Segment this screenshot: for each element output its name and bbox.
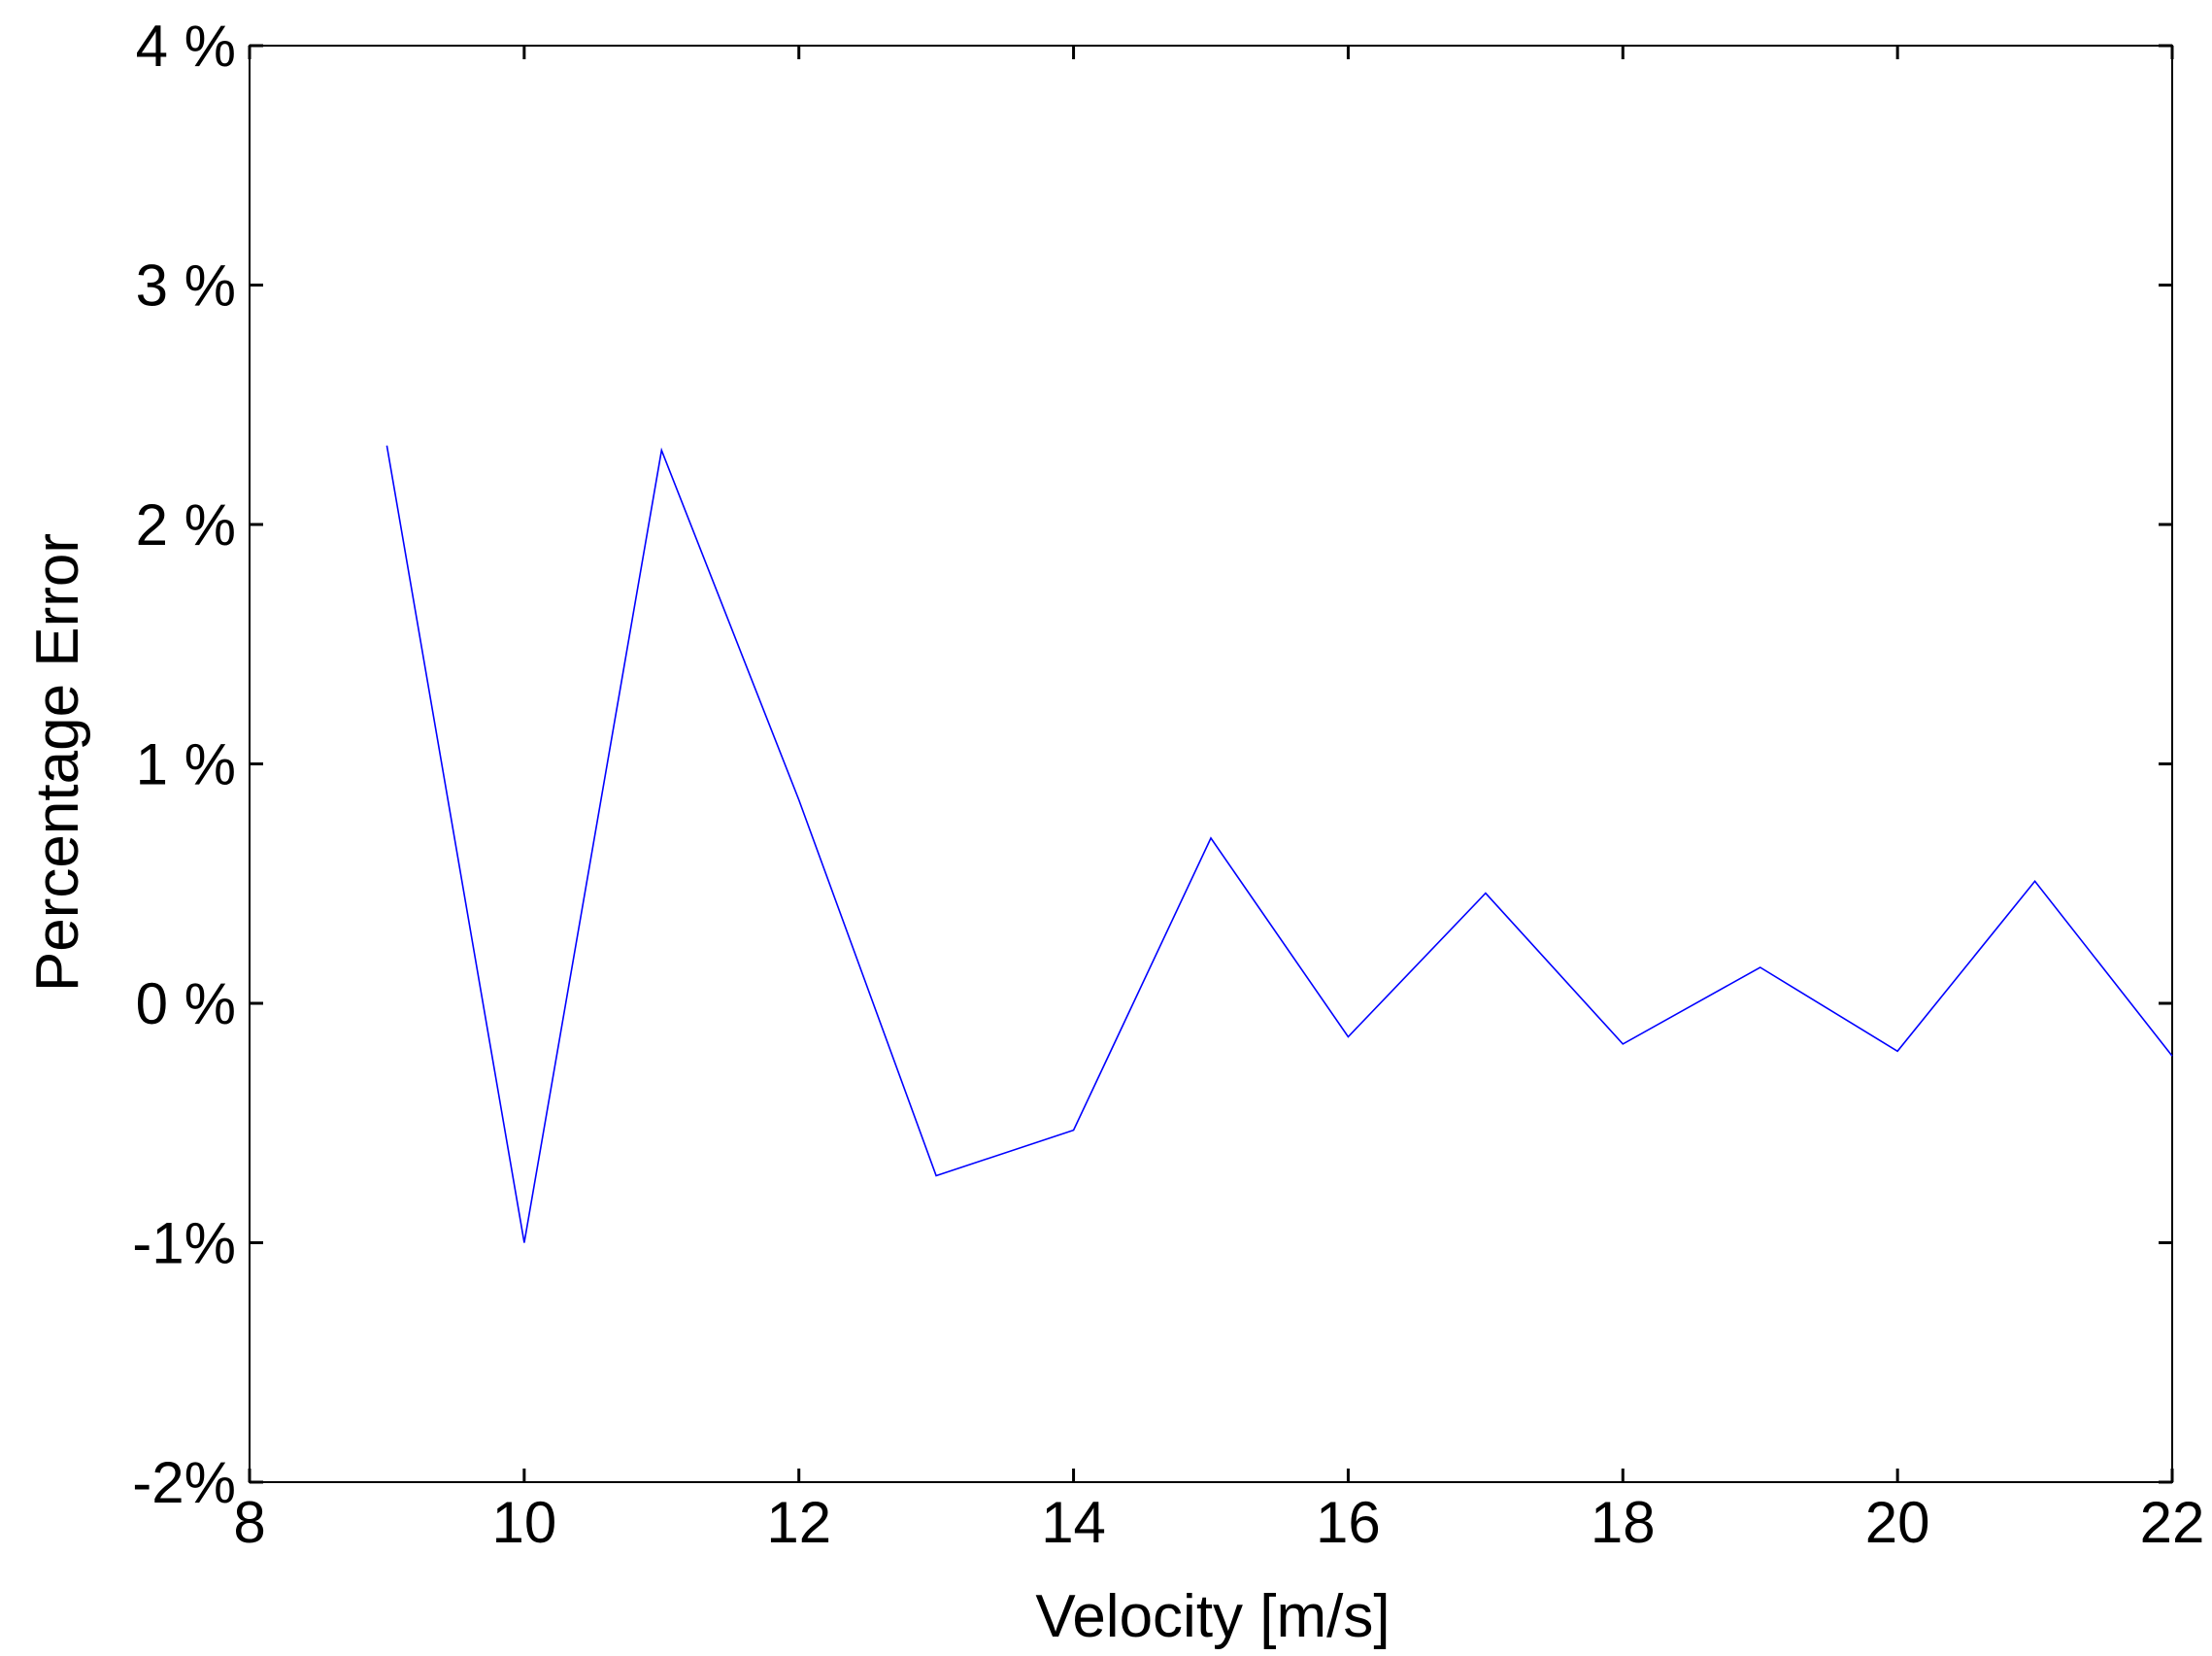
y-tick-label: 4 %: [136, 14, 236, 79]
y-tick-label: 2 %: [136, 492, 236, 558]
y-tick-label: -2%: [132, 1450, 236, 1515]
x-tick-label: 8: [233, 1490, 265, 1555]
plot-area: [249, 45, 2173, 1483]
x-tick-label: 20: [1865, 1490, 1930, 1555]
series-layer: [385, 445, 2173, 1243]
x-tick-label: 22: [2140, 1490, 2205, 1555]
x-tick-label: 10: [491, 1490, 556, 1555]
x-tick-label: 14: [1041, 1490, 1106, 1555]
plot-frame: [249, 45, 2173, 1483]
x-tick-label: 18: [1591, 1490, 1656, 1555]
x-tick-label: 16: [1316, 1490, 1381, 1555]
y-tick-label: 1 %: [136, 732, 236, 797]
y-tick-label: -1%: [132, 1211, 236, 1276]
y-tick-label: 3 %: [136, 253, 236, 319]
x-axis: 8 10 12 14 16 18 20 22: [233, 46, 2204, 1555]
y-axis: -2% -1% 0 % 1 % 2 % 3 % 4 %: [132, 14, 2172, 1515]
y-axis-title: Percentage Error: [24, 533, 91, 992]
y-tick-label: 0 %: [136, 971, 236, 1036]
x-axis-title: Velocity [m/s]: [1035, 1583, 1390, 1650]
x-tick-label: 12: [766, 1490, 831, 1555]
series-line: [385, 445, 2173, 1243]
